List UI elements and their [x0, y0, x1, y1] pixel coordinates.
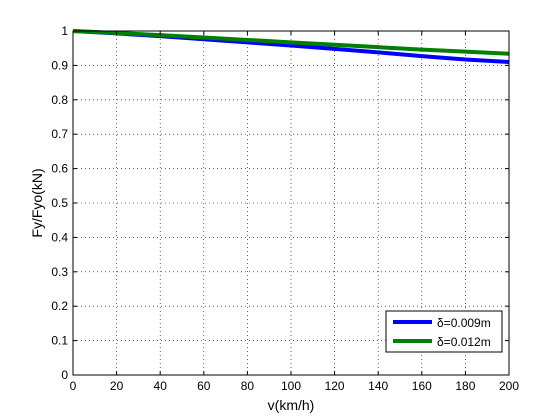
series-line-2 [72, 29, 510, 56]
legend: δ=0.009m δ=0.012m [385, 310, 503, 353]
y-tick-label: 1 [61, 24, 68, 38]
legend-box [385, 310, 503, 353]
y-tick-labels: 0 0.1 0.2 0.3 0.4 0.5 0.6 0.7 0.8 0.9 1 [51, 24, 68, 382]
x-tick-label: 0 [70, 379, 77, 393]
x-tick-label: 40 [154, 379, 168, 393]
grid [73, 31, 509, 375]
y-tick-label: 0.6 [51, 162, 68, 176]
x-tick-label: 60 [197, 379, 211, 393]
y-tick-label: 0.3 [51, 265, 68, 279]
legend-label-series-2: δ=0.012m [437, 335, 491, 349]
x-tick-label: 140 [368, 379, 388, 393]
y-tick-label: 0.2 [51, 299, 68, 313]
legend-label-series-1: δ=0.009m [437, 316, 491, 330]
y-tick-label: 0.5 [51, 196, 68, 210]
x-tick-labels: 0 20 40 60 80 100 120 140 160 180 200 [70, 379, 520, 393]
x-axis-label: v(km/h) [268, 397, 315, 413]
x-tick-label: 120 [325, 379, 345, 393]
y-tick-label: 0.8 [51, 93, 68, 107]
x-tick-label: 100 [281, 379, 301, 393]
x-tick-label: 200 [499, 379, 519, 393]
ticks [72, 30, 510, 376]
x-tick-label: 20 [110, 379, 124, 393]
series-layer [72, 29, 510, 64]
y-tick-label: 0.1 [51, 334, 68, 348]
x-tick-label: 180 [455, 379, 475, 393]
y-tick-label: 0.7 [51, 127, 68, 141]
x-tick-label: 80 [241, 379, 255, 393]
y-tick-label: 0 [61, 368, 68, 382]
y-axis-label: Fy/Fyo(kN) [29, 168, 45, 237]
x-tick-label: 160 [412, 379, 432, 393]
y-tick-label: 0.4 [51, 230, 68, 244]
y-tick-label: 0.9 [51, 58, 68, 72]
